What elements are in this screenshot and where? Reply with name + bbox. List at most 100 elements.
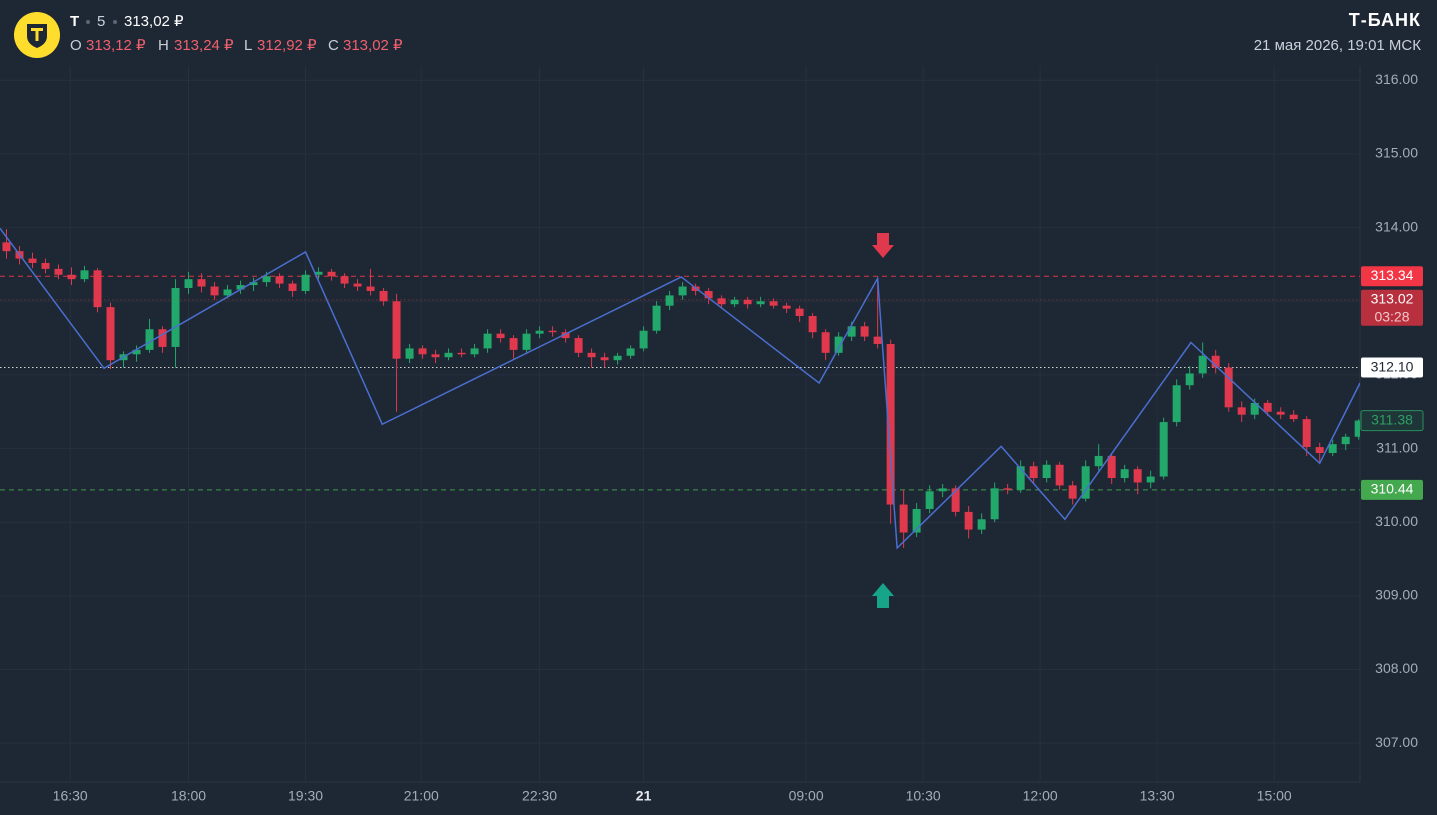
price-label: 313.02 (1371, 290, 1414, 306)
x-tick-label: 18:00 (171, 788, 206, 804)
candle-body (717, 298, 726, 305)
candle-body (2, 242, 11, 252)
buy-signal (872, 583, 894, 608)
candle-body (418, 348, 427, 355)
candle-body (912, 508, 921, 533)
candle-body (1107, 455, 1116, 479)
candle-body (496, 333, 505, 339)
candle-body (1029, 466, 1038, 479)
candle-body (1133, 469, 1142, 483)
candle-body (405, 348, 414, 359)
candle-body (678, 286, 687, 296)
candle-body (1250, 402, 1259, 415)
candle-body (1198, 355, 1207, 374)
price-lines (0, 275, 1360, 491)
separator (86, 20, 90, 24)
candle-body (470, 348, 479, 355)
candle-body (41, 262, 50, 269)
candle-body (795, 308, 804, 316)
candle-body (366, 286, 375, 291)
candle-body (93, 270, 102, 308)
candle-body (1354, 420, 1360, 437)
ohlc-key: O (70, 37, 82, 54)
x-tick-label: 21:00 (404, 788, 439, 804)
price-label-box (1361, 357, 1423, 378)
x-tick-label: 15:00 (1257, 788, 1292, 804)
candle-body (535, 330, 544, 334)
y-tick-label: 314.00 (1375, 218, 1418, 234)
candle-body (1289, 414, 1298, 420)
candle-body (743, 299, 752, 305)
x-tick-label: 16:30 (53, 788, 88, 804)
candle-body (262, 276, 271, 283)
candle-body (561, 332, 570, 339)
candle-body (652, 305, 661, 331)
separator (113, 20, 117, 24)
y-tick-label: 315.00 (1375, 145, 1418, 161)
candle-body (106, 307, 115, 361)
candle-body (873, 336, 882, 344)
candle-body (1146, 476, 1155, 483)
candle-body (132, 349, 141, 355)
axis: 307.00308.00309.00310.00311.00312.00313.… (53, 71, 1424, 804)
candle-body (184, 279, 193, 289)
y-tick-label: 310.00 (1375, 513, 1418, 529)
price-label: 310.44 (1371, 481, 1414, 497)
candle-body (990, 488, 999, 520)
candle-body (1185, 373, 1194, 386)
candle-body (704, 290, 713, 299)
candle-body (1237, 407, 1246, 415)
candle-body (223, 289, 232, 296)
candle-body (314, 271, 323, 275)
candle-body (171, 288, 180, 347)
candle-body (613, 355, 622, 361)
candle-body (379, 290, 388, 302)
candle-body (587, 352, 596, 358)
last-price: 313,02 ₽ (124, 13, 184, 30)
candle-body (639, 330, 648, 349)
price-label: 311.38 (1371, 411, 1413, 427)
candle-body (769, 301, 778, 306)
candle-body (1276, 411, 1285, 415)
candle-body (1068, 485, 1077, 499)
candle-body (1016, 466, 1025, 490)
price-label-box (1360, 410, 1424, 432)
y-tick-label: 311.00 (1376, 439, 1418, 455)
ohlc-value: 312,92 ₽ (257, 37, 317, 54)
price-label-box (1361, 266, 1423, 287)
x-tick-label: 21 (636, 788, 652, 804)
candle-body (327, 271, 336, 277)
candle-body (938, 488, 947, 492)
candle-body (67, 274, 76, 280)
candle-body (1211, 355, 1220, 368)
candle-body (808, 315, 817, 333)
candle-body (301, 274, 310, 291)
ohlc: O 313,12 ₽ H 313,24 ₽ L 312,92 ₽ C 313,02 ₽ (70, 37, 403, 54)
candle-body (548, 330, 557, 333)
candle-body (1341, 436, 1350, 445)
x-tick-label: 12:00 (1023, 788, 1058, 804)
candle-body (1328, 444, 1337, 453)
x-tick-label: 19:30 (288, 788, 323, 804)
ticker: T (70, 13, 79, 30)
y-tick-label: 308.00 (1375, 660, 1418, 676)
candle-body (444, 352, 453, 358)
candle-body (1315, 447, 1324, 453)
candle-body (1224, 367, 1233, 408)
candle-body (1055, 464, 1064, 486)
candle-body (574, 338, 583, 353)
logo (14, 12, 60, 58)
candle-body (756, 301, 765, 305)
candle-body (1302, 419, 1311, 448)
price-label-box (1361, 289, 1423, 326)
candle-body (899, 504, 908, 533)
candle-body (431, 354, 440, 358)
interval: 5 (97, 13, 105, 30)
grid (0, 66, 1360, 782)
x-tick-label: 10:30 (906, 788, 941, 804)
candle-body (1003, 488, 1012, 490)
sell-signal (872, 233, 894, 258)
candle-body (522, 333, 531, 350)
